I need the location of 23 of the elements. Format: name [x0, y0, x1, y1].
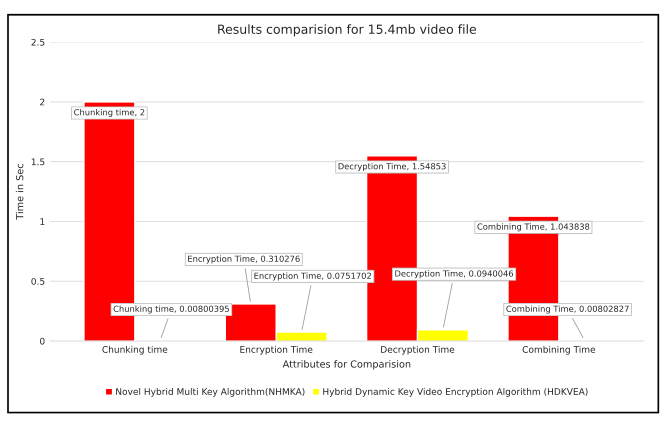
data-label: Combining Time, 0.00802827 — [506, 305, 629, 314]
data-label: Chunking time, 2 — [74, 108, 144, 118]
y-tick-label: 0 — [40, 338, 45, 345]
legend-label: Novel Hybrid Multi Key Algorithm(NHMKA) — [116, 388, 304, 397]
y-tick-label: 1 — [40, 218, 44, 225]
x-tick-label: Decryption Time — [381, 346, 454, 355]
data-label: Combining Time, 1.043838 — [477, 223, 590, 232]
x-tick-label: Encryption Time — [240, 346, 312, 355]
data-label: Decryption Time, 0.0940046 — [395, 270, 514, 278]
y-axis-title: Time in Sec — [16, 164, 24, 220]
chart-title: Results comparision for 15.4mb video file — [218, 24, 476, 36]
y-tick-label: 2 — [40, 98, 44, 106]
x-tick-label: Combining Time — [522, 346, 596, 355]
y-tick-label: 2.5 — [31, 38, 44, 46]
y-tick-label: 0.5 — [31, 278, 44, 285]
data-label: Encryption Time, 0.0751702 — [254, 272, 371, 280]
data-label: Chunking time, 0.00800395 — [114, 305, 229, 314]
x-tick-label: Chunking time — [102, 346, 168, 355]
data-label: Decryption Time, 1.54853 — [338, 162, 446, 172]
data-label: Encryption Time, 0.310276 — [188, 255, 300, 264]
y-tick-label: 1.5 — [32, 158, 44, 166]
legend-label: Hybrid Dynamic Key Video Encryption Algorithm (HDKVEA) — [323, 388, 588, 397]
x-axis-title: Attributes for Comparision — [282, 360, 410, 370]
